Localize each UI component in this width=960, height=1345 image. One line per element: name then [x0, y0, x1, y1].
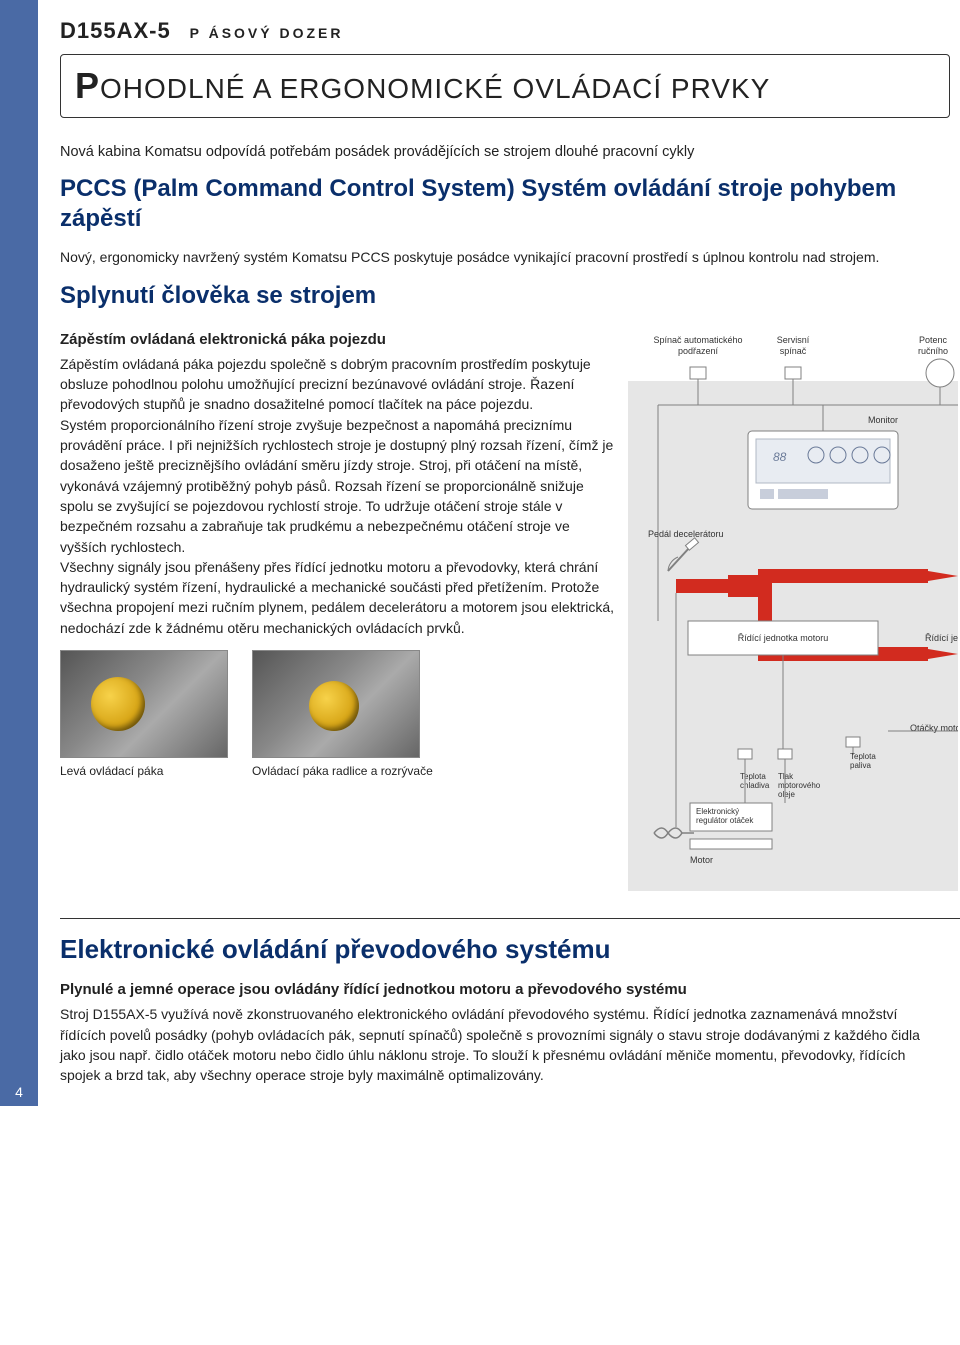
- model-subtype: P ÁSOVÝ DOZER: [190, 25, 344, 41]
- label-motor: Motor: [690, 855, 713, 865]
- page-title-box: POHODLNÉ A ERGONOMICKÉ OVLÁDACÍ PRVKY: [60, 54, 950, 118]
- heading-pccs: PCCS (Palm Command Control System) Systé…: [60, 174, 960, 234]
- label-auto-shift: Spínač automatickéhopodřazení: [653, 335, 742, 356]
- joystick-knob-icon: [91, 677, 145, 731]
- photo-right-lever: [252, 650, 420, 758]
- control-diagram: Spínač automatickéhopodřazení Servisnísp…: [628, 331, 958, 896]
- model-header: D155AX-5 P ÁSOVÝ DOZER: [60, 0, 960, 44]
- caption-right: Ovládací páka radlice a rozrývače: [252, 764, 433, 778]
- caption-left: Levá ovládací páka: [60, 764, 228, 778]
- label-ecu: Řídící jednotka motoru: [738, 633, 829, 643]
- photo-left-group: Levá ovládací páka: [60, 650, 228, 778]
- page-number: 4: [0, 1084, 38, 1100]
- label-monitor: Monitor: [868, 415, 898, 425]
- model-code: D155AX-5: [60, 18, 171, 43]
- photo-right-group: Ovládací páka radlice a rozrývače: [252, 650, 433, 778]
- label-service: Servisníspínač: [777, 335, 810, 356]
- svg-text:88: 88: [773, 450, 787, 464]
- subheading-joystick: Zápěstím ovládaná elektronická páka poje…: [60, 331, 620, 348]
- label-decel: Pedál decelerátoru: [648, 529, 724, 539]
- subheading-smooth: Plynulé a jemné operace jsou ovládány ří…: [60, 981, 940, 998]
- label-ecu2: Řídící je: [925, 633, 958, 643]
- page-title: POHODLNÉ A ERGONOMICKÉ OVLÁDACÍ PRVKY: [75, 65, 935, 107]
- paragraph-pccs: Nový, ergonomicky navržený systém Komats…: [60, 248, 940, 267]
- body-joystick: Zápěstím ovládaná páka pojezdu společně …: [60, 354, 620, 638]
- intro-text: Nová kabina Komatsu odpovídá potřebám po…: [60, 144, 940, 160]
- label-coolant: Teplotachladiva: [740, 772, 770, 790]
- divider: [60, 918, 960, 919]
- photo-left-lever: [60, 650, 228, 758]
- body-electronic: Stroj D155AX-5 využívá nově zkonstruovan…: [60, 1004, 940, 1085]
- label-potenc: Potencručního: [918, 335, 948, 356]
- heading-merge: Splynutí člověka se strojem: [60, 281, 960, 311]
- heading-electronic: Elektronické ovládání převodového systém…: [60, 933, 940, 966]
- left-accent-stripe: [0, 0, 38, 1106]
- joystick-knob-icon: [309, 681, 359, 731]
